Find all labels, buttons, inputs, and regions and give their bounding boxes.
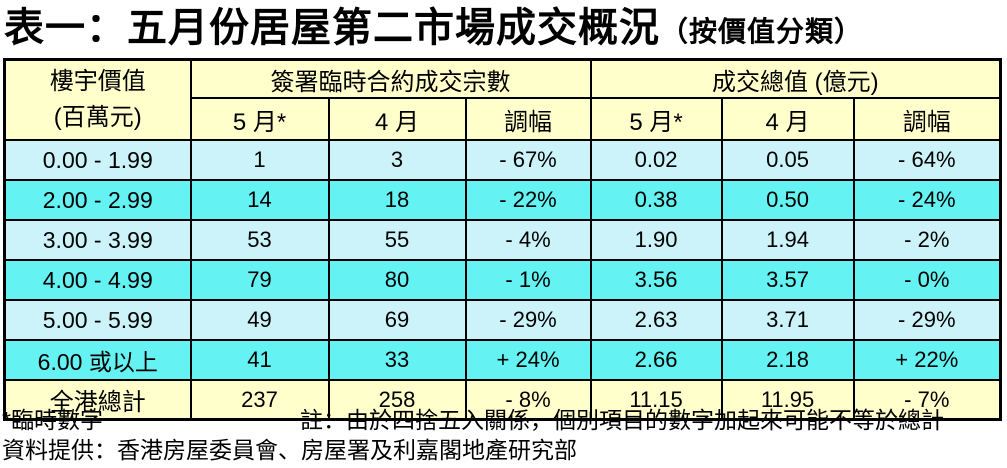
- total-count-may: 237: [189, 379, 330, 421]
- cell-count-may: 49: [189, 299, 330, 341]
- row-label: 2.00 - 2.99: [3, 179, 192, 221]
- column-header-property-value: 樓宇價值 (百萬元): [3, 58, 192, 141]
- table-row: 2.00 - 2.99 14 18 - 22% 0.38 0.50 - 24%: [3, 179, 1002, 221]
- table-row: 6.00 或以上 41 33 + 24% 2.66 2.18 + 22%: [3, 339, 1002, 381]
- page-title-paren: （按價值分類）: [660, 16, 864, 47]
- subheader-value-may: 5 月*: [589, 97, 723, 141]
- row-label: 3.00 - 3.99: [3, 219, 192, 261]
- cell-count-april: 33: [327, 339, 467, 381]
- cell-value-may: 2.63: [589, 299, 723, 341]
- cell-count-change: - 29%: [464, 299, 592, 341]
- row-label: 6.00 或以上: [3, 339, 192, 381]
- cell-value-april: 0.05: [720, 139, 855, 181]
- table-header-group-row: 樓宇價值 (百萬元) 簽署臨時合約成交宗數 成交總值 (億元): [3, 58, 1002, 141]
- footnote-line-1: *臨時數字 註：由於四捨五入關係，個別項目的數字加起來可能不等於總計: [0, 406, 1007, 435]
- total-value-change: - 7%: [852, 379, 1002, 421]
- table-total-row: 全港總計 237 258 - 8% 11.15 11.95 - 7%: [3, 379, 1002, 421]
- footnotes: *臨時數字 註：由於四捨五入關係，個別項目的數字加起來可能不等於總計 資料提供：…: [0, 406, 1007, 465]
- table-header-sub-row: 5 月* 4 月 調幅 5 月* 4 月 調幅: [5, 97, 1002, 141]
- cell-value-change: - 29%: [852, 299, 1002, 341]
- table-row: 0.00 - 1.99 1 3 - 67% 0.02 0.05 - 64%: [3, 139, 1002, 181]
- cell-count-april: 55: [327, 219, 467, 261]
- cell-count-april: 18: [327, 179, 467, 221]
- page-title-main: 表一：五月份居屋第二市場成交概況: [4, 6, 660, 50]
- cell-count-may: 79: [189, 259, 330, 301]
- cell-value-april: 2.18: [720, 339, 855, 381]
- cell-value-change: - 24%: [852, 179, 1002, 221]
- page-title: 表一：五月份居屋第二市場成交概況（按價值分類）: [4, 0, 863, 56]
- total-value-april: 11.95: [720, 379, 855, 421]
- column-header-property-value-line1: 樓宇價值: [49, 68, 146, 95]
- cell-value-april: 1.94: [720, 219, 855, 261]
- subheader-count-change: 調幅: [464, 97, 592, 141]
- total-count-april: 258: [327, 379, 467, 421]
- cell-value-change: + 22%: [852, 339, 1002, 381]
- cell-count-april: 69: [327, 299, 467, 341]
- cell-count-change: - 67%: [464, 139, 592, 181]
- cell-value-april: 3.71: [720, 299, 855, 341]
- cell-count-change: - 22%: [464, 179, 592, 221]
- row-label: 0.00 - 1.99: [3, 139, 192, 181]
- cell-value-change: - 0%: [852, 259, 1002, 301]
- cell-count-may: 41: [189, 339, 330, 381]
- cell-value-may: 3.56: [589, 259, 723, 301]
- cell-value-may: 1.90: [589, 219, 723, 261]
- column-header-property-value-line2: (百萬元): [53, 104, 142, 131]
- footnote-source: 資料提供：香港房屋委員會、房屋署及利嘉閣地產研究部: [2, 437, 577, 463]
- group-header-transaction-count: 簽署臨時合約成交宗數: [189, 58, 592, 99]
- transactions-table: 樓宇價值 (百萬元) 簽署臨時合約成交宗數 成交總值 (億元) 5 月* 4 月…: [3, 58, 1003, 421]
- cell-count-april: 80: [327, 259, 467, 301]
- cell-count-change: - 4%: [464, 219, 592, 261]
- subheader-value-april: 4 月: [720, 97, 855, 141]
- total-row-label: 全港總計: [3, 379, 192, 421]
- group-header-total-value: 成交總值 (億元): [589, 58, 1002, 99]
- cell-value-change: - 2%: [852, 219, 1002, 261]
- cell-count-change: + 24%: [464, 339, 592, 381]
- cell-value-april: 0.50: [720, 179, 855, 221]
- subheader-count-april: 4 月: [327, 97, 467, 141]
- subheader-value-change: 調幅: [852, 97, 1002, 141]
- cell-value-april: 3.57: [720, 259, 855, 301]
- footnote-rounding-note: 註：由於四捨五入關係，個別項目的數字加起來可能不等於總計: [300, 407, 944, 433]
- cell-value-may: 0.38: [589, 179, 723, 221]
- cell-value-may: 2.66: [589, 339, 723, 381]
- row-label: 4.00 - 4.99: [3, 259, 192, 301]
- cell-count-april: 3: [327, 139, 467, 181]
- table-row: 4.00 - 4.99 79 80 - 1% 3.56 3.57 - 0%: [3, 259, 1002, 301]
- cell-value-may: 0.02: [589, 139, 723, 181]
- row-label: 5.00 - 5.99: [3, 299, 192, 341]
- cell-value-change: - 64%: [852, 139, 1002, 181]
- table-row: 3.00 - 3.99 53 55 - 4% 1.90 1.94 - 2%: [3, 219, 1002, 261]
- cell-count-may: 14: [189, 179, 330, 221]
- total-value-may: 11.15: [589, 379, 723, 421]
- cell-count-change: - 1%: [464, 259, 592, 301]
- cell-count-may: 53: [189, 219, 330, 261]
- subheader-count-may: 5 月*: [189, 97, 330, 141]
- footnote-provisional-figures: *臨時數字: [2, 407, 103, 433]
- table-row: 5.00 - 5.99 49 69 - 29% 2.63 3.71 - 29%: [3, 299, 1002, 341]
- total-count-change: - 8%: [464, 379, 592, 421]
- cell-count-may: 1: [189, 139, 330, 181]
